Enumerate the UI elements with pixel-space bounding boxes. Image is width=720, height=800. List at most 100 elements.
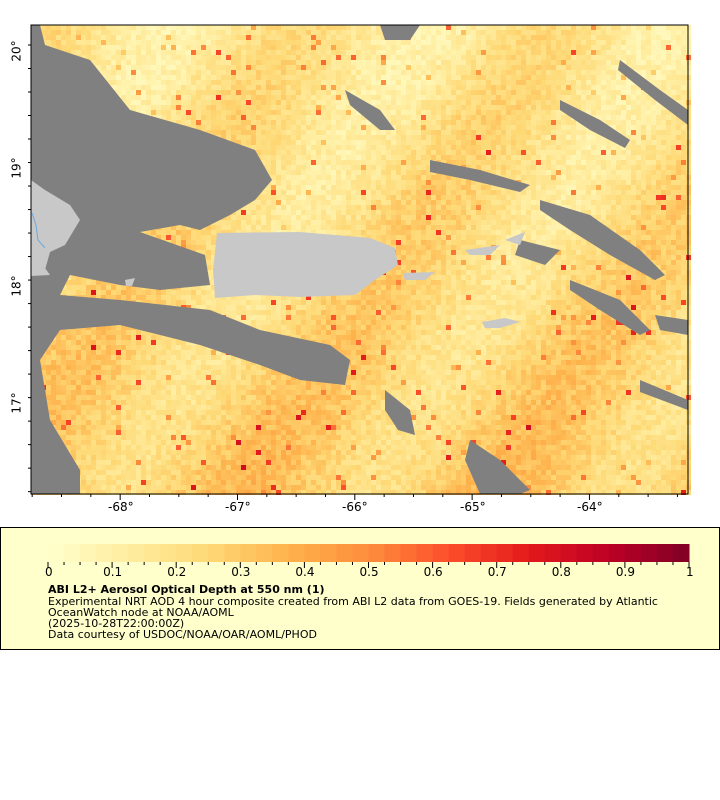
- aod-pixel: [586, 105, 591, 110]
- aod-pixel: [561, 30, 566, 35]
- aod-pixel: [491, 90, 496, 95]
- aod-pixel: [556, 90, 561, 95]
- aod-pixel: [476, 100, 481, 105]
- aod-pixel: [66, 25, 71, 30]
- aod-pixel: [606, 110, 611, 115]
- aod-pixel: [256, 105, 261, 110]
- aod-pixel: [351, 85, 356, 90]
- aod-pixel: [336, 180, 341, 185]
- aod-pixel: [386, 75, 391, 80]
- aod-pixel: [561, 35, 566, 40]
- aod-pixel: [281, 200, 286, 205]
- aod-pixel: [471, 130, 476, 135]
- aod-pixel: [501, 50, 506, 55]
- aod-pixel: [306, 190, 311, 195]
- aod-pixel: [96, 50, 101, 55]
- aod-pixel: [391, 205, 396, 210]
- aod-pixel: [171, 90, 176, 95]
- aod-pixel: [526, 145, 531, 150]
- aod-pixel: [541, 145, 546, 150]
- aod-pixel: [461, 210, 466, 215]
- aod-pixel: [226, 95, 231, 100]
- aod-pixel: [461, 40, 466, 45]
- aod-pixel: [346, 135, 351, 140]
- aod-pixel: [541, 190, 546, 195]
- aod-pixel: [326, 190, 331, 195]
- aod-pixel: [426, 120, 431, 125]
- aod-pixel: [266, 135, 271, 140]
- aod-pixel: [381, 145, 386, 150]
- aod-pixel: [161, 110, 166, 115]
- aod-pixel: [141, 105, 146, 110]
- aod-pixel: [646, 190, 651, 195]
- aod-pixel: [636, 55, 641, 60]
- aod-pixel: [331, 140, 336, 145]
- aod-pixel: [581, 165, 586, 170]
- aod-pixel: [466, 185, 471, 190]
- aod-pixel: [656, 140, 661, 145]
- aod-pixel: [591, 110, 596, 115]
- aod-pixel: [381, 180, 386, 185]
- aod-pixel: [111, 25, 116, 30]
- aod-pixel: [591, 60, 596, 65]
- aod-pixel: [111, 60, 116, 65]
- aod-pixel: [326, 25, 331, 30]
- aod-pixel: [491, 115, 496, 120]
- aod-pixel: [386, 160, 391, 165]
- aod-pixel: [251, 200, 256, 205]
- aod-pixel: [451, 25, 456, 30]
- aod-pixel: [231, 105, 236, 110]
- aod-pixel: [241, 30, 246, 35]
- aod-pixel: [171, 115, 176, 120]
- aod-pixel: [56, 40, 61, 45]
- aod-pixel: [601, 65, 606, 70]
- aod-pixel: [586, 100, 591, 105]
- aod-pixel: [376, 35, 381, 40]
- aod-pixel: [526, 25, 531, 30]
- aod-pixel: [441, 185, 446, 190]
- aod-pixel: [211, 60, 216, 65]
- aod-pixel: [511, 80, 516, 85]
- aod-pixel: [381, 40, 386, 45]
- aod-pixel: [391, 105, 396, 110]
- aod-pixel: [361, 45, 366, 50]
- aod-pixel: [561, 85, 566, 90]
- aod-pixel: [276, 40, 281, 45]
- aod-pixel: [336, 105, 341, 110]
- aod-pixel: [226, 40, 231, 45]
- aod-pixel: [411, 125, 416, 130]
- aod-pixel: [466, 90, 471, 95]
- aod-pixel: [506, 205, 511, 210]
- aod-pixel: [151, 85, 156, 90]
- aod-pixel: [476, 150, 481, 155]
- aod-pixel: [596, 60, 601, 65]
- aod-pixel: [681, 45, 686, 50]
- aod-pixel: [401, 85, 406, 90]
- aod-pixel: [241, 35, 246, 40]
- aod-pixel: [276, 155, 281, 160]
- aod-pixel: [426, 190, 431, 195]
- aod-pixel: [536, 75, 541, 80]
- aod-pixel: [326, 35, 331, 40]
- aod-pixel: [431, 210, 436, 215]
- aod-pixel: [291, 40, 296, 45]
- aod-pixel: [351, 180, 356, 185]
- aod-pixel: [536, 85, 541, 90]
- aod-pixel: [391, 65, 396, 70]
- aod-pixel: [226, 30, 231, 35]
- aod-pixel: [306, 85, 311, 90]
- aod-pixel: [641, 35, 646, 40]
- aod-pixel: [41, 35, 46, 40]
- aod-pixel: [341, 175, 346, 180]
- aod-pixel: [101, 50, 106, 55]
- aod-pixel: [656, 35, 661, 40]
- aod-pixel: [491, 95, 496, 100]
- aod-pixel: [606, 185, 611, 190]
- aod-pixel: [646, 185, 651, 190]
- aod-pixel: [471, 140, 476, 145]
- aod-pixel: [676, 175, 681, 180]
- aod-pixel: [346, 165, 351, 170]
- aod-pixel: [286, 50, 291, 55]
- aod-pixel: [476, 70, 481, 75]
- aod-pixel: [556, 190, 561, 195]
